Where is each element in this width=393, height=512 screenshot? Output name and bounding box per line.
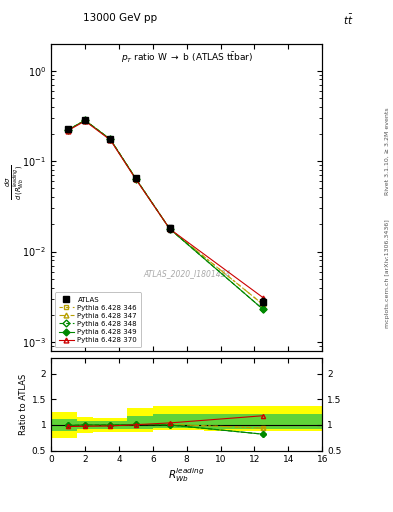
- Text: $\frac{d\sigma}{d\,(R_{Wb}^{leading})}$: $\frac{d\sigma}{d\,(R_{Wb}^{leading})}$: [4, 164, 26, 200]
- Text: $p_T$ ratio W $\rightarrow$ b (ATLAS t$\bar{\rm t}$bar): $p_T$ ratio W $\rightarrow$ b (ATLAS t$\…: [121, 50, 253, 65]
- Text: 13000 GeV pp: 13000 GeV pp: [83, 13, 157, 23]
- Text: mcplots.cern.ch [arXiv:1306.3436]: mcplots.cern.ch [arXiv:1306.3436]: [385, 220, 389, 328]
- Text: $t\bar{t}$: $t\bar{t}$: [343, 13, 354, 27]
- X-axis label: $R_{Wb}^{leading}$: $R_{Wb}^{leading}$: [169, 466, 205, 484]
- Text: ATLAS_2020_I1801434: ATLAS_2020_I1801434: [143, 269, 230, 279]
- Legend: ATLAS, Pythia 6.428 346, Pythia 6.428 347, Pythia 6.428 348, Pythia 6.428 349, P: ATLAS, Pythia 6.428 346, Pythia 6.428 34…: [55, 292, 141, 347]
- Text: Rivet 3.1.10, ≥ 3.2M events: Rivet 3.1.10, ≥ 3.2M events: [385, 107, 389, 195]
- Y-axis label: Ratio to ATLAS: Ratio to ATLAS: [19, 374, 28, 435]
